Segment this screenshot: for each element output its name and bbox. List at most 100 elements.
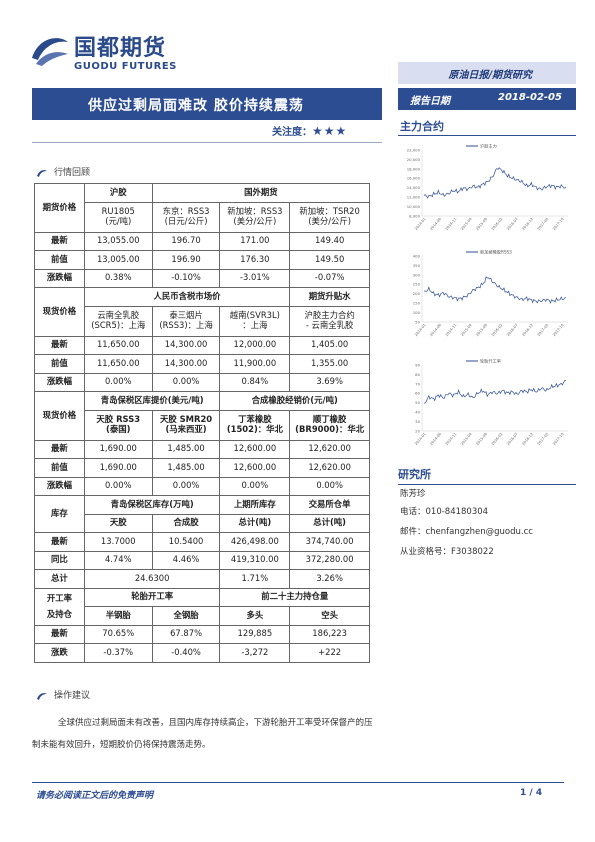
table-cell: 12,000.00 [219, 335, 291, 355]
title-divider [32, 142, 382, 143]
analyst-email[interactable]: 邮件：chenfangzhen@guodu.cc [400, 527, 533, 537]
table-cell: -0.10% [151, 268, 221, 288]
x-tick-label: 2014-11 [445, 217, 458, 231]
y-tick-label: 22,000 [407, 147, 421, 152]
x-tick-label: 2016-07 [506, 432, 519, 446]
table-row: 最新 70.65% 67.87% 129,885 186,223 [34, 624, 370, 644]
table-cell: 0.84% [219, 372, 291, 392]
table-cell: 12,600.00 [219, 458, 291, 478]
y-tick-label: 20,000 [407, 157, 421, 162]
y-tick-label: 150 [413, 301, 421, 306]
table-cell: 11,650.00 [83, 354, 153, 374]
table-cell: 4.74% [83, 550, 153, 570]
table-cell: 越南(SVR3L) ：上海 [219, 305, 291, 337]
page-number: 1 / 4 [520, 788, 543, 798]
series-line [423, 380, 567, 404]
table-cell: 新加坡：RSS3 (美分/公斤) [219, 201, 291, 233]
table-cell: -3.01% [219, 268, 291, 288]
table-cell: 0.00% [151, 372, 221, 392]
analyst-license: 从业资格号：F3038022 [400, 547, 494, 557]
table-row: 最新 11,650.00 14,300.00 12,000.00 1,405.0… [34, 335, 370, 355]
legend-label: 轮胎开工率 [480, 358, 501, 365]
main-contract-title: 主力合约 [400, 120, 444, 133]
analyst-phone: 电话：010-84180304 [400, 507, 489, 517]
table-cell: 最新 [34, 624, 85, 644]
table-row: 最新 13,055.00 196.70 171.00 149.40 [34, 231, 370, 251]
section-advice-label: 操作建议 [54, 691, 91, 701]
x-tick-label: 2014-11 [445, 432, 458, 446]
market-data-table: 期货价格 沪胶 国外期货 RU1805 (元/吨) 东京：RSS3 (日元/公斤… [34, 183, 371, 663]
y-tick-label: 400 [413, 253, 421, 258]
table-cell: 期货升贴水 [289, 287, 370, 307]
y-tick-label: 20 [415, 428, 420, 433]
table-cell: 196.90 [151, 250, 221, 270]
x-tick-label: 2014-01 [414, 432, 427, 446]
x-tick-label: 2015-09 [475, 323, 488, 338]
table-row: 最新 1,690.00 1,485.00 12,600.00 12,620.00 [34, 439, 370, 459]
table-row: 涨跌幅 0.38% -0.10% -3.01% -0.07% [34, 268, 370, 288]
table-cell: 涨跌 [34, 643, 85, 663]
y-tick-label: 60 [415, 391, 420, 396]
table-cell: 0.38% [83, 268, 153, 288]
table-cell: 交易所仓单 [289, 495, 370, 515]
table-cell: 12,620.00 [289, 439, 370, 459]
x-tick-label: 2016-02 [491, 432, 504, 446]
y-tick-label: 300 [413, 272, 421, 277]
footer-disclaimer[interactable]: 请务必阅读正文后的免责声明 [36, 791, 154, 801]
y-tick-label: 70 [415, 381, 420, 386]
table-cell: 顺丁橡胶 (BR9000)：华北 [289, 409, 370, 441]
table-cell: 泰三烟片 (RSS3)：上海 [151, 305, 221, 337]
table-cell: 青岛保税区库提价(美元/吨) [83, 391, 221, 411]
table-cell: 半钢胎 [83, 606, 153, 626]
table-cell: 东京：RSS3 (日元/公斤) [151, 201, 221, 233]
y-tick-label: 90 [415, 362, 420, 367]
table-cell: 3.69% [289, 372, 370, 392]
table-cell: 67.87% [151, 624, 221, 644]
table-cell: 70.65% [83, 624, 153, 644]
table-cell: 前值 [34, 354, 85, 374]
series-line [423, 276, 567, 304]
table-row: 开工率 及持仓 轮胎开工率 前二十主力持仓量 [34, 587, 370, 626]
report-date: 2018-02-05 [498, 92, 562, 103]
x-tick-label: 2016-07 [506, 323, 519, 337]
attention-stars: ★★★ [312, 124, 348, 138]
table-row: 半钢胎 全钢胎 多头 空头 [35, 606, 370, 626]
table-cell: 天胶 SMR20 (马来西亚) [151, 409, 221, 441]
report-type: 原油日报/期货研究 [448, 70, 532, 81]
y-tick-label: 50 [415, 319, 420, 324]
table-row: 天胶 合成胶 总计(吨) 总计(吨) [35, 513, 370, 533]
logo-text-cn: 国都期货 [74, 35, 167, 61]
table-cell: 上期所库存 [219, 495, 291, 515]
table-cell: +222 [289, 643, 370, 663]
table-cell: 涨跌幅 [34, 372, 85, 392]
table-cell: 0.00% [83, 372, 153, 392]
table-row: 前值 1,690.00 1,485.00 12,600.00 12,620.00 [34, 458, 370, 478]
table-row: 最新 13.7000 10.5400 426,498.00 374,740.00 [34, 532, 370, 552]
legend-label: 新加坡橡胶RSS3 [480, 249, 512, 256]
x-tick-label: 2017-05 [537, 432, 550, 446]
x-tick-label: 2017-10 [552, 217, 565, 232]
y-tick-label: 18,000 [407, 166, 421, 171]
table-row: 涨跌幅 0.00% 0.00% 0.84% 3.69% [34, 372, 370, 392]
table-cell: 前值 [34, 250, 85, 270]
x-tick-label: 2015-04 [460, 217, 473, 232]
table-cell: 1,485.00 [151, 458, 221, 478]
table-cell: 多头 [219, 606, 291, 626]
research-rule [398, 484, 576, 485]
x-tick-label: 2017-05 [537, 217, 550, 231]
table-cell: 新加坡：TSR20 (美分/公斤) [289, 201, 370, 233]
research-header: 研究所 [398, 466, 576, 485]
x-tick-label: 2016-02 [491, 217, 504, 231]
x-tick-label: 2016-07 [506, 217, 519, 231]
table-row: 前值 13,005.00 196.90 176.30 149.50 [34, 250, 370, 270]
report-type-bar: 原油日报/期货研究 [398, 62, 576, 84]
table-cell: 最新 [34, 439, 85, 459]
x-tick-label: 2014-01 [414, 323, 427, 337]
table-cell: 196.70 [151, 231, 221, 251]
table-row: 前值 11,650.00 14,300.00 11,900.00 1,355.0… [34, 354, 370, 374]
table-cell: 最新 [34, 231, 85, 251]
legend-label: 沪胶主力 [480, 143, 497, 150]
x-tick-label: 2016-02 [491, 323, 504, 337]
